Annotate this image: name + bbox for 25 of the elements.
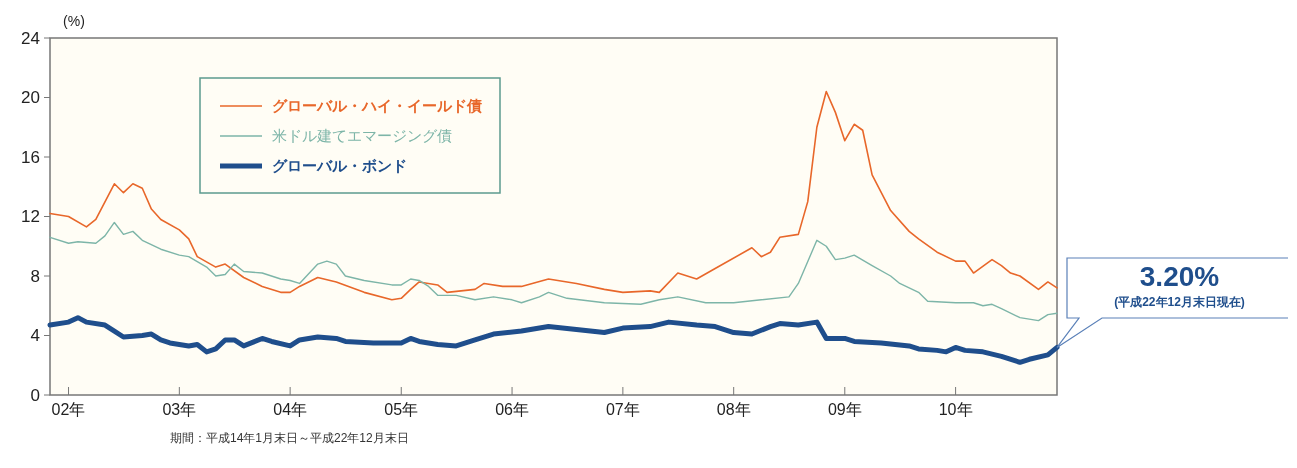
legend-label: グローバル・ハイ・イールド債 xyxy=(272,97,482,115)
legend-label: グローバル・ボンド xyxy=(272,157,407,175)
x-tick-label: 03年 xyxy=(162,401,197,418)
x-tick-label: 09年 xyxy=(827,401,862,418)
y-tick-label: 0 xyxy=(30,385,40,405)
y-tick-label: 12 xyxy=(21,207,40,227)
y-tick-label: 20 xyxy=(21,88,40,108)
x-tick-label: 05年 xyxy=(384,401,419,418)
y-tick-label: 24 xyxy=(21,28,40,48)
x-tick-label: 08年 xyxy=(716,401,751,418)
line-series xyxy=(49,221,1058,322)
text: 3.20% xyxy=(1139,261,1220,292)
y-tick-label: 8 xyxy=(30,266,40,286)
x-tick-label: 06年 xyxy=(495,401,529,418)
legend-label: 米ドル建てエマージング債 xyxy=(272,127,452,145)
text: (平成22年12月末日現在) xyxy=(1114,295,1245,309)
text: 期間：平成14年1月末日～平成22年12月末日 xyxy=(170,431,409,445)
x-tick-label: 10年 xyxy=(938,401,973,418)
line-series xyxy=(49,90,1058,301)
x-tick-label: 04年 xyxy=(273,401,308,418)
y-axis-title: (%) xyxy=(63,13,85,29)
y-tick-label: 16 xyxy=(21,147,40,167)
x-tick-label: 02年 xyxy=(51,401,86,418)
y-tick-label: 4 xyxy=(30,326,40,346)
x-tick-label: 07年 xyxy=(605,401,640,418)
